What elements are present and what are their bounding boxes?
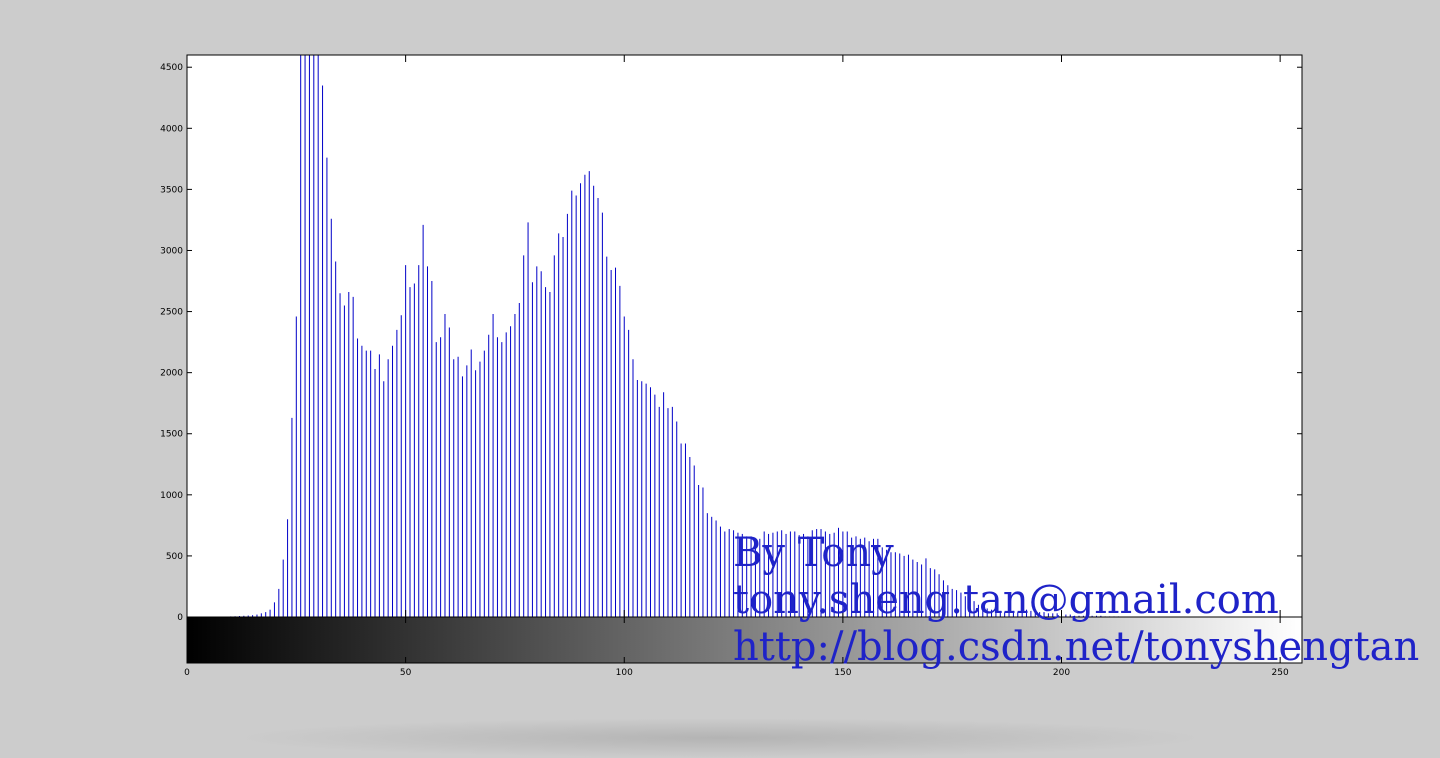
x-tick-label: 0 — [184, 668, 190, 678]
y-tick-label: 0 — [177, 613, 183, 623]
x-tick-label: 50 — [400, 668, 412, 678]
x-tick-label: 150 — [834, 668, 851, 678]
x-tick-label: 250 — [1272, 668, 1289, 678]
watermark: By Tony tony.sheng.tan@gmail.com http://… — [733, 530, 1419, 671]
histogram-bars — [230, 55, 1119, 617]
y-tick-label: 4500 — [160, 63, 183, 73]
y-axis-ticks: 0 500 1000 1500 2000 2500 3000 3500 4000 4500 — [160, 63, 1302, 623]
histogram-axes-background — [187, 55, 1302, 617]
y-tick-label: 1000 — [160, 491, 183, 501]
y-tick-label: 1500 — [160, 430, 183, 440]
x-axis-ticks: 0 50 100 150 200 250 — [184, 55, 1289, 678]
watermark-email: tony.sheng.tan@gmail.com — [733, 577, 1279, 623]
colorbar-frame — [186, 616, 1303, 664]
grayscale-colorbar — [187, 617, 1302, 663]
x-tick-label: 200 — [1053, 668, 1070, 678]
x-tick-label: 100 — [616, 668, 633, 678]
y-tick-label: 500 — [166, 552, 183, 562]
y-tick-label: 3000 — [160, 246, 183, 256]
y-tick-label: 4000 — [160, 124, 183, 134]
y-tick-label: 2500 — [160, 308, 183, 318]
watermark-author: By Tony — [733, 530, 894, 576]
y-tick-label: 3500 — [160, 185, 183, 195]
watermark-url: http://blog.csdn.net/tonyshengtan — [733, 624, 1420, 670]
y-tick-label: 2000 — [160, 369, 183, 379]
